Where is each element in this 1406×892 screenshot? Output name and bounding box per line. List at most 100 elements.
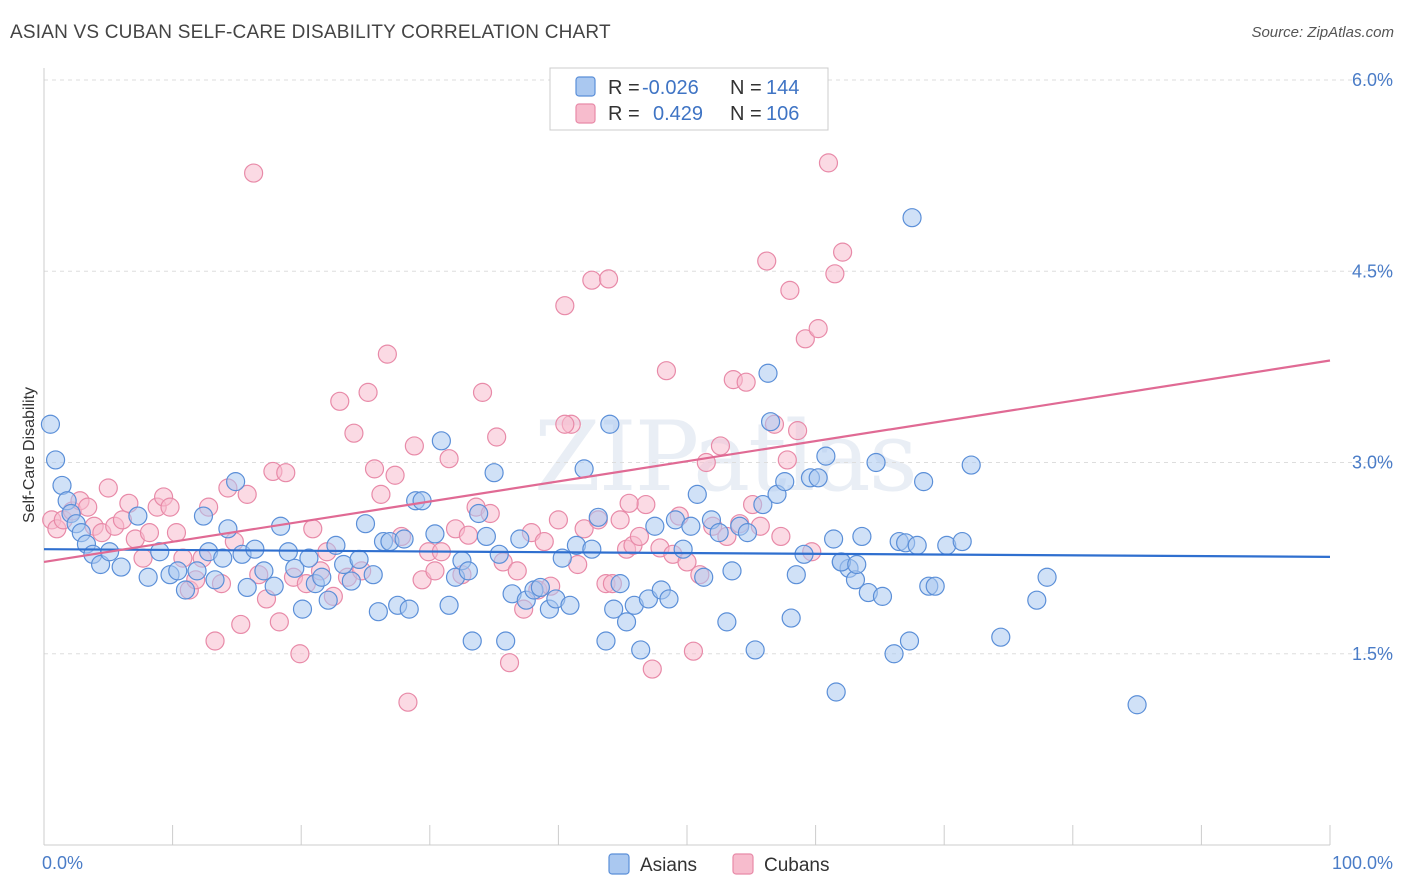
asian-point — [673, 539, 693, 559]
asian-point — [552, 548, 572, 568]
asian-point — [187, 561, 207, 581]
asian-point — [264, 576, 284, 596]
legend-n-value: 106 — [766, 103, 799, 125]
asian-point — [349, 549, 369, 570]
asian-point — [816, 446, 836, 466]
gridlines — [44, 79, 1392, 655]
asian-swatch — [575, 76, 596, 97]
asian-point — [341, 571, 361, 591]
x-tick-label: 100.0% — [1332, 853, 1393, 873]
cuban-point — [629, 526, 650, 547]
cuban-swatch — [575, 103, 596, 124]
asian-point — [914, 472, 934, 492]
cuban-point — [574, 519, 594, 539]
asian-point — [462, 631, 482, 651]
cuban-point — [330, 391, 350, 411]
cuban-point — [582, 270, 602, 290]
legend-r-value: -0.026 — [642, 77, 699, 99]
cuban-point — [610, 510, 630, 530]
cuban-point — [166, 523, 187, 543]
asian-point — [775, 472, 795, 492]
asian-point — [722, 561, 742, 581]
asian-point — [659, 589, 679, 609]
cuban-point — [507, 561, 527, 581]
asian-point — [907, 535, 927, 555]
trend-lines — [43, 359, 1331, 564]
asian-point — [496, 631, 516, 651]
cuban-point — [303, 519, 323, 539]
asian-point — [213, 548, 233, 568]
asian-point — [292, 599, 313, 619]
cuban-point — [818, 153, 839, 173]
asian-point — [872, 586, 893, 606]
cuban-point — [344, 423, 364, 443]
cuban-point — [808, 319, 828, 339]
cuban-point — [231, 614, 251, 635]
cuban-point — [133, 548, 153, 568]
asian-point — [899, 631, 920, 651]
cuban-point — [787, 421, 808, 441]
cuban-point — [269, 612, 289, 632]
cubans-legend-label: Cubans — [764, 855, 830, 876]
asian-point — [458, 561, 478, 581]
cuban-point — [555, 296, 575, 316]
cuban-point — [244, 163, 264, 183]
asian-point — [991, 627, 1011, 647]
y-axis-title: Self-Care Disability — [21, 387, 38, 523]
cuban-point — [385, 465, 405, 485]
asian-point — [254, 561, 274, 581]
asian-point — [687, 484, 707, 504]
asian-point — [399, 599, 419, 619]
asian-point — [760, 412, 781, 432]
asian-point — [510, 529, 530, 549]
asian-point — [363, 565, 383, 585]
cuban-point — [472, 382, 493, 402]
cuban-point — [290, 644, 310, 664]
cuban-point — [710, 436, 731, 456]
legend-r-value: 0.429 — [653, 103, 703, 125]
asian-point — [368, 602, 388, 622]
cuban-point — [358, 382, 378, 402]
cuban-point — [458, 525, 478, 545]
cuban-point — [404, 436, 424, 456]
asian-point — [645, 516, 665, 536]
cuban-point — [795, 329, 815, 349]
asians-legend-label: Asians — [640, 855, 697, 876]
cuban-point — [548, 510, 569, 530]
asian-trend-line — [43, 548, 1331, 558]
asian-point — [299, 548, 319, 568]
cuban-point — [487, 427, 507, 447]
legend-n-label: N = — [730, 103, 762, 125]
cuban-point — [160, 497, 180, 517]
cuban-point — [139, 523, 160, 543]
cuban-trend-line — [43, 359, 1331, 564]
asian-point — [824, 529, 844, 549]
cubans-legend-swatch — [732, 853, 754, 875]
cuban-point — [276, 463, 296, 483]
cuban-point — [371, 484, 391, 504]
asian-point — [111, 557, 131, 577]
asian-point — [866, 452, 886, 473]
asian-point — [753, 494, 773, 515]
cuban-point — [656, 361, 677, 381]
asian-point — [826, 682, 846, 702]
asian-point — [758, 363, 778, 383]
asian-point — [745, 640, 765, 660]
cuban-point — [636, 494, 656, 515]
legend-r-label: R = — [608, 77, 640, 99]
cuban-point — [619, 493, 639, 513]
x-tick-label: 0.0% — [42, 853, 83, 873]
asian-point — [394, 529, 414, 549]
asian-point — [175, 580, 196, 600]
asian-point — [431, 431, 451, 451]
asian-point — [1037, 567, 1057, 587]
asian-point — [285, 558, 305, 578]
cuban-point — [771, 526, 791, 547]
asian-point — [484, 463, 504, 483]
cuban-point — [598, 269, 619, 289]
cuban-point — [833, 242, 853, 262]
chart-title: ASIAN VS CUBAN SELF-CARE DISABILITY CORR… — [10, 22, 611, 43]
asian-point — [852, 526, 872, 547]
y-tick-label: 4.5% — [1352, 261, 1393, 281]
asian-point — [425, 524, 445, 544]
